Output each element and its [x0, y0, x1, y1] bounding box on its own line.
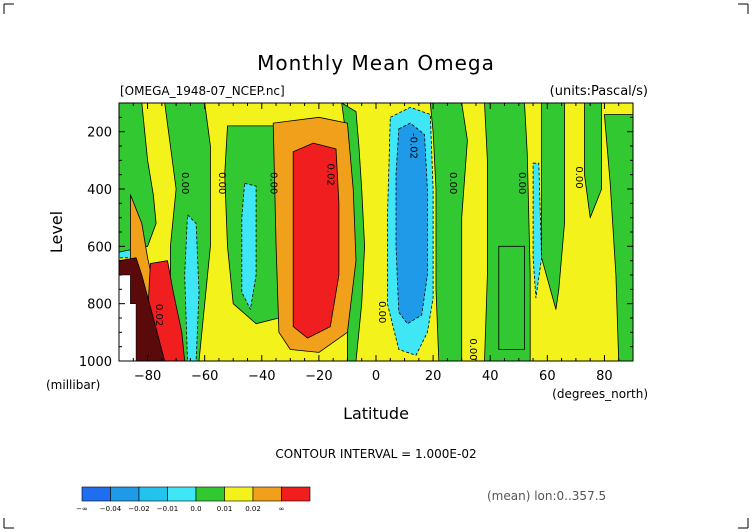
colorbar-swatch-1 [81, 486, 111, 502]
contour-fill-layer [119, 103, 633, 361]
contour-label-5: -0.02 [407, 133, 418, 159]
x-tick-label: 60 [539, 369, 556, 384]
file-label: [OMEGA_1948-07_NCEP.nc] [120, 84, 285, 98]
x-tick-label: 80 [596, 369, 613, 384]
x-tick-label: −80 [134, 369, 161, 384]
colorbar: −∞ −0.04 −0.02 −0.01 0.0 0.01 0.02 ∞ [76, 486, 311, 513]
contour-region-3 [119, 103, 157, 253]
colorbar-swatch-7 [252, 486, 282, 502]
x-axis-units: (degrees_north) [552, 387, 648, 401]
x-tick-label: 20 [425, 369, 442, 384]
colorbar-swatch-6 [224, 486, 254, 502]
x-tick-label: −40 [248, 369, 275, 384]
crop-marks [3, 3, 749, 529]
colorbar-swatch-5 [195, 486, 225, 502]
chart-title: Monthly Mean Omega [257, 51, 495, 75]
x-axis-title: Latitude [343, 404, 409, 423]
contour-interval-text: CONTOUR INTERVAL = 1.000E-02 [275, 447, 476, 461]
contour-label-11: 0.02 [153, 304, 164, 326]
colorbar-label: −∞ [76, 505, 88, 513]
contour-region-11 [584, 103, 602, 219]
x-tick-label: 0 [372, 369, 380, 384]
contour-label-10: 0.00 [467, 338, 478, 360]
colorbar-label: −0.01 [157, 505, 178, 513]
contour-region-16 [292, 142, 340, 339]
colorbar-swatch-2 [110, 486, 140, 502]
colorbar-label: 0.02 [245, 505, 261, 513]
colorbar-label: ∞ [279, 505, 285, 513]
contour-region-19 [241, 182, 257, 310]
colorbar-label: 0.0 [190, 505, 201, 513]
contour-label-2: 0.00 [216, 172, 227, 194]
x-tick-label: −60 [191, 369, 218, 384]
no-data-patch [119, 274, 137, 361]
contour-labels: 0.00 0.00 0.00 0.02 -0.02 0.00 0.00 0.00 0.00 0.0… [153, 133, 584, 361]
contour-region-12 [604, 114, 633, 361]
y-axis: 200 400 600 800 1000 [79, 102, 633, 370]
x-tick-label: −20 [305, 369, 332, 384]
contour-label-8: 0.00 [573, 166, 584, 188]
x-tick-label: 40 [482, 369, 499, 384]
y-tick-label: 600 [87, 240, 112, 255]
contour-label-3: 0.00 [267, 172, 278, 194]
y-tick-label: 800 [87, 298, 112, 313]
y-axis-title: Level [47, 211, 66, 253]
colorbar-swatch-8 [281, 486, 311, 502]
contour-label-1: 0.00 [179, 172, 190, 194]
colorbar-label: 0.01 [217, 505, 233, 513]
contour-region-18 [184, 214, 200, 361]
contour-region-10 [541, 103, 565, 310]
colorbar-label: −0.04 [100, 505, 122, 513]
y-tick-label: 200 [87, 126, 112, 141]
colorbar-swatch-3 [138, 486, 168, 502]
colorbar-swatch-4 [167, 486, 197, 502]
mean-note: (mean) lon:0..357.5 [487, 489, 606, 503]
y-axis-units: (millibar) [46, 378, 100, 392]
colorbar-label: −0.02 [128, 505, 149, 513]
contour-region-9 [498, 245, 525, 350]
contour-region-21 [532, 162, 542, 299]
contour-label-7: 0.00 [516, 172, 527, 194]
contour-label-6: 0.00 [447, 172, 458, 194]
y-tick-label: 1000 [79, 355, 112, 370]
contour-region-7 [429, 103, 468, 361]
units-label: (units:Pascal/s) [550, 84, 648, 99]
contour-region-22 [395, 122, 428, 325]
y-tick-label: 400 [87, 183, 112, 198]
contour-label-4: 0.02 [324, 164, 335, 186]
contour-label-9: 0.00 [376, 301, 387, 323]
x-axis: −80 −60 −40 −20 0 20 40 60 80 [118, 103, 634, 384]
